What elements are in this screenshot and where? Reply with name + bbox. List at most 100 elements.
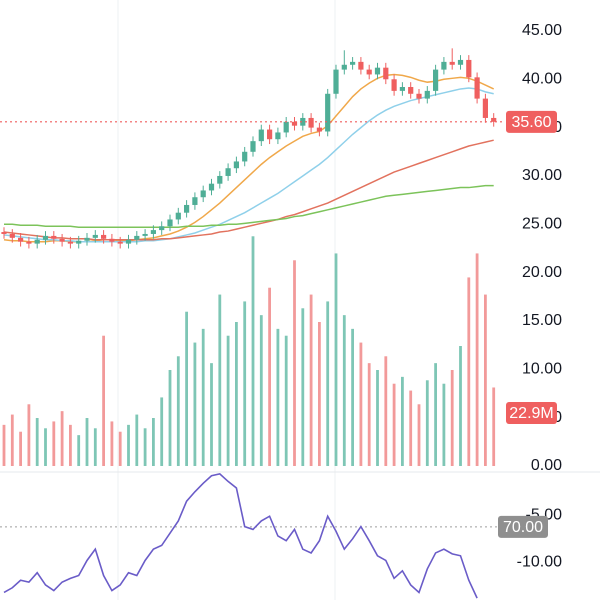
candle-body xyxy=(34,239,40,244)
reference-badge xyxy=(498,515,548,538)
last-price-label: 35.60 xyxy=(511,114,551,131)
candle-body xyxy=(333,69,339,94)
candle-body xyxy=(242,151,248,162)
indicator-panel xyxy=(0,473,498,599)
moving-average-line xyxy=(4,184,494,228)
volume-bar xyxy=(10,414,14,466)
volume-bar xyxy=(110,421,114,466)
volume-bar xyxy=(176,356,180,466)
volume-bar xyxy=(484,294,487,466)
candle-body xyxy=(408,87,414,94)
volume-bar xyxy=(475,253,479,466)
candle-body xyxy=(92,234,98,238)
candle-body xyxy=(267,129,273,140)
axis-labels: 0.005.0010.0015.0020.0025.0030.0035.0040… xyxy=(498,22,562,571)
candle-body xyxy=(358,61,364,70)
volume-bar xyxy=(85,418,89,466)
candle-body xyxy=(316,127,322,132)
volume-bar xyxy=(235,322,238,466)
volume-bar xyxy=(210,363,213,466)
volume-bar xyxy=(293,260,296,466)
volume-bar xyxy=(376,370,379,466)
last-volume-label: 22.9M xyxy=(509,405,553,422)
y-tick-label: 15.00 xyxy=(522,312,562,329)
candle-body xyxy=(491,117,497,122)
candle-body xyxy=(67,241,73,244)
moving-average-line xyxy=(3,87,494,243)
candle-body xyxy=(101,234,107,239)
candle-body xyxy=(18,237,24,242)
volume-bar xyxy=(27,404,31,466)
candle-body xyxy=(291,121,298,126)
candle-body xyxy=(117,241,123,244)
volume-bar xyxy=(318,322,321,466)
candle-body xyxy=(391,79,397,91)
candle-body xyxy=(433,69,439,91)
volume-bar xyxy=(392,383,396,466)
volume-bar xyxy=(243,301,247,466)
volume-bar xyxy=(160,397,164,466)
volume-bar xyxy=(127,424,130,466)
volume-bar xyxy=(259,315,263,466)
candle-body xyxy=(416,93,422,99)
volume-bar xyxy=(168,370,172,466)
volume-bar xyxy=(185,311,188,466)
volume-bar xyxy=(459,346,462,466)
candle-body xyxy=(109,238,115,242)
volume-bar xyxy=(301,308,305,466)
candle-body xyxy=(474,77,480,99)
volume-bar xyxy=(492,387,496,466)
volume-bar xyxy=(401,376,404,466)
volume-bar xyxy=(268,287,271,466)
indicator-line xyxy=(3,473,478,599)
candle-body xyxy=(51,235,57,239)
volume-bar xyxy=(93,428,97,466)
volume-bar xyxy=(442,383,446,466)
price-panel xyxy=(0,48,505,466)
candle-body xyxy=(350,61,356,65)
candle-body xyxy=(184,204,190,213)
indicator-tick-label: -10.00 xyxy=(517,554,562,571)
candle-body xyxy=(9,233,15,238)
volume-bar xyxy=(226,335,230,466)
volume-bar xyxy=(19,431,22,466)
volume-bar xyxy=(384,356,388,466)
candle-body xyxy=(175,212,181,220)
candle-body xyxy=(325,93,331,132)
candle-body xyxy=(150,230,156,234)
candle-body xyxy=(449,61,455,65)
candle-body xyxy=(341,64,347,70)
candle-body xyxy=(466,59,472,78)
last-volume-badge xyxy=(506,402,557,424)
candle-body xyxy=(441,61,447,70)
volume-bar xyxy=(334,253,338,466)
candle-body xyxy=(42,235,49,240)
candle-body xyxy=(457,59,464,65)
y-tick-label: 30.00 xyxy=(522,167,562,184)
last-price-badge xyxy=(506,110,557,133)
volume-bar xyxy=(367,363,371,466)
volume-bar xyxy=(434,363,437,466)
candle-body xyxy=(424,90,430,99)
candle-body xyxy=(26,241,32,244)
candle-body xyxy=(250,141,256,152)
volume-bar xyxy=(69,424,72,466)
candle-body xyxy=(275,132,281,140)
volume-bar xyxy=(351,328,354,466)
y-tick-label: 40.00 xyxy=(522,70,562,87)
volume-bar xyxy=(284,335,288,466)
y-tick-label: 25.00 xyxy=(522,216,562,233)
volume-bar xyxy=(251,236,255,466)
candle-body xyxy=(159,226,165,231)
y-tick-label: 45.00 xyxy=(522,22,562,39)
volume-bar xyxy=(52,421,56,466)
volume-bar xyxy=(102,335,105,466)
volume-bar xyxy=(135,414,139,466)
y-tick-label: 20.00 xyxy=(522,264,562,281)
candle-body xyxy=(217,175,223,184)
candle-body xyxy=(84,237,90,241)
candle-body xyxy=(482,98,488,118)
y-tick-label: 0.00 xyxy=(531,457,562,474)
volume-bar xyxy=(450,370,454,466)
